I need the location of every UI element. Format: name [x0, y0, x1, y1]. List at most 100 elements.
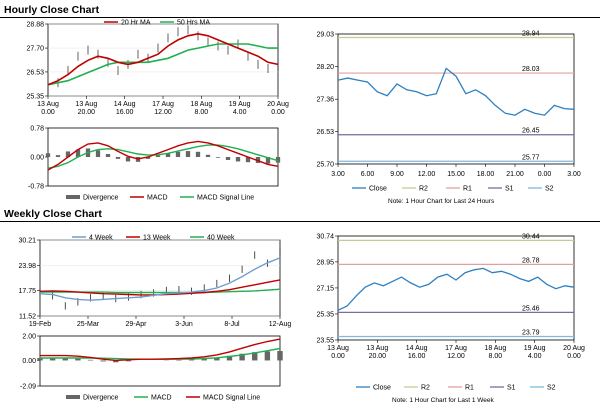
- weekly-divergence-bar: [188, 359, 195, 361]
- hourly-price-xtick-time: 12.00: [154, 109, 172, 116]
- weekly-close-legend-s2-label: S2: [547, 385, 556, 392]
- hourly-price-xtick-date: 14 Aug: [114, 101, 136, 108]
- hourly-close-legend-s1-label: S1: [505, 186, 514, 193]
- hourly-close-ytick-label: 25.70: [316, 162, 334, 169]
- hourly-divergence-bar: [155, 155, 161, 157]
- hourly-divergence-bar: [115, 157, 121, 159]
- weekly-close-ytick-label: 25.35: [316, 311, 334, 318]
- weekly-divergence-bar: [277, 351, 283, 361]
- weekly-divergence-bar: [37, 358, 43, 361]
- hourly-close-xtick-label: 18.00: [477, 171, 495, 178]
- weekly-close-ytick-label: 27.15: [316, 285, 334, 292]
- hourly-legend-divergence-label: Divergence: [83, 195, 119, 202]
- hourly-close-xtick-label: 9.00: [390, 171, 404, 178]
- hourly-divergence-bar: [265, 157, 271, 164]
- weekly-close-xtick-date: 17 Aug: [445, 345, 467, 352]
- hourly-divergence-bar: [245, 157, 251, 163]
- hourly-close-line: [337, 67, 575, 116]
- weekly-price-xtick-label: 8-Jul: [224, 321, 240, 328]
- weekly-divergence-bar: [87, 359, 94, 361]
- hourly-divergence-bar: [275, 157, 281, 163]
- weekly-price-xtick-label: 29-Apr: [125, 321, 147, 328]
- hourly-divergence-bar: [95, 150, 101, 157]
- weekly-divergence-bar: [264, 351, 271, 361]
- hourly-price-xtick-time: 16.00: [116, 109, 134, 116]
- weekly-close-plot-frame: [337, 235, 575, 341]
- hourly-50hr-ma-line: [47, 43, 278, 86]
- hourly-divergence-bar: [105, 154, 111, 157]
- hourly-close-legend-close-label: Close: [369, 186, 387, 193]
- hourly-divergence-bar: [205, 154, 211, 157]
- hourly-close-xtick-label: 3.00: [567, 171, 581, 178]
- hourly-close-xtick-label: 21.00: [506, 171, 524, 178]
- hourly-price-xtick-time: 4.00: [233, 109, 247, 116]
- weekly-level-s1-label: 25.46: [522, 305, 540, 312]
- weekly-price-xtick-label: 19-Feb: [29, 321, 51, 328]
- hourly-divergence-bar: [75, 149, 81, 157]
- hourly-close-legend-r2-label: R2: [419, 186, 428, 193]
- hourly-level-s2-label: 25.77: [522, 154, 540, 161]
- hourly-macd-ytick-label: 0.00: [30, 155, 44, 162]
- weekly-divergence-bar: [75, 358, 81, 361]
- weekly-macd-ytick-label: 2.00: [22, 334, 36, 341]
- hourly-divergence-bar: [225, 157, 231, 160]
- weekly-macd-ytick-label: 0.00: [22, 358, 36, 365]
- hourly-divergence-bar: [235, 157, 241, 162]
- weekly-divergence-bar: [113, 360, 119, 363]
- hourly-divergence-bar: [145, 157, 151, 159]
- hourly-price-xtick-date: 13 Aug: [75, 101, 97, 108]
- weekly-divergence-bar: [226, 355, 233, 361]
- weekly-close-xtick-date: 18 Aug: [484, 345, 506, 352]
- weekly-close-legend-close-label: Close: [373, 385, 391, 392]
- weekly-close-xtick-date: 19 Aug: [524, 345, 546, 352]
- weekly-close-ytick-label: 30.74: [316, 234, 334, 241]
- hourly-divergence-bar: [195, 151, 201, 157]
- weekly-price-xtick-label: 12-Aug: [269, 321, 292, 328]
- weekly-divergence-bar: [62, 358, 68, 361]
- hourly-divergence-bar: [215, 157, 221, 158]
- hourly-close-xtick-label: 6.00: [361, 171, 375, 178]
- weekly-divergence-bar: [201, 358, 207, 361]
- hourly-price-xtick-time: 8.00: [195, 109, 209, 116]
- weekly-legend-macd-signal-label: MACD Signal Line: [203, 395, 260, 402]
- hourly-legend-macd-signal-label: MACD Signal Line: [197, 195, 254, 202]
- hourly-close-ytick-label: 27.36: [316, 97, 334, 104]
- weekly-close-legend-r1-label: R1: [465, 385, 474, 392]
- hourly-price-ytick-label: 25.35: [26, 94, 44, 101]
- weekly-section-rule: [0, 221, 600, 222]
- weekly-close-xtick-time: 16.00: [408, 353, 426, 360]
- hourly-close-ytick-label: 29.03: [316, 32, 334, 39]
- hourly-price-xtick-date: 18 Aug: [190, 101, 212, 108]
- weekly-legend-13wk-label: 13 Week: [143, 235, 171, 242]
- hourly-macd-signal-line: [47, 144, 279, 169]
- hourly-section-title: Hourly Close Chart: [4, 4, 100, 16]
- hourly-macd-ytick-label: 0.78: [30, 126, 44, 133]
- weekly-legend-macd-label: MACD: [151, 395, 172, 402]
- hourly-divergence-bar: [45, 153, 51, 157]
- hourly-close-xtick-label: 15.00: [447, 171, 465, 178]
- hourly-legend-20hr-ma-label: 20 Hr MA: [121, 20, 151, 27]
- weekly-close-xtick-time: 12.00: [447, 353, 465, 360]
- weekly-divergence-bar: [239, 353, 245, 361]
- weekly-close-xtick-date: 13 Aug: [366, 345, 388, 352]
- weekly-level-s2-label: 23.79: [522, 330, 540, 337]
- hourly-macd-line: [47, 140, 279, 171]
- weekly-divergence-bar: [125, 360, 132, 362]
- hourly-price-xtick-time: 20.00: [78, 109, 96, 116]
- weekly-close-line: [337, 267, 575, 311]
- weekly-close-note: Note: 1 Hour Chart for Last 1 Week: [392, 397, 494, 404]
- hourly-macd-plot-frame: [47, 127, 279, 187]
- weekly-close-ytick-label: 23.55: [316, 338, 334, 345]
- hourly-price-ytick-label: 28.88: [26, 22, 44, 29]
- weekly-level-r2-label: 30.44: [522, 233, 540, 240]
- weekly-close-legend-r2-label: R2: [421, 385, 430, 392]
- weekly-section-title: Weekly Close Chart: [4, 208, 102, 220]
- hourly-close-ytick-label: 26.53: [316, 129, 334, 136]
- hourly-divergence-bar: [55, 155, 61, 157]
- weekly-price-plot-frame: [39, 239, 281, 317]
- hourly-close-legend-s2-label: S2: [545, 186, 554, 193]
- weekly-legend-4wk-label: 4 Week: [89, 235, 113, 242]
- hourly-section-rule: [0, 17, 600, 18]
- hourly-level-s1-label: 26.45: [522, 128, 540, 135]
